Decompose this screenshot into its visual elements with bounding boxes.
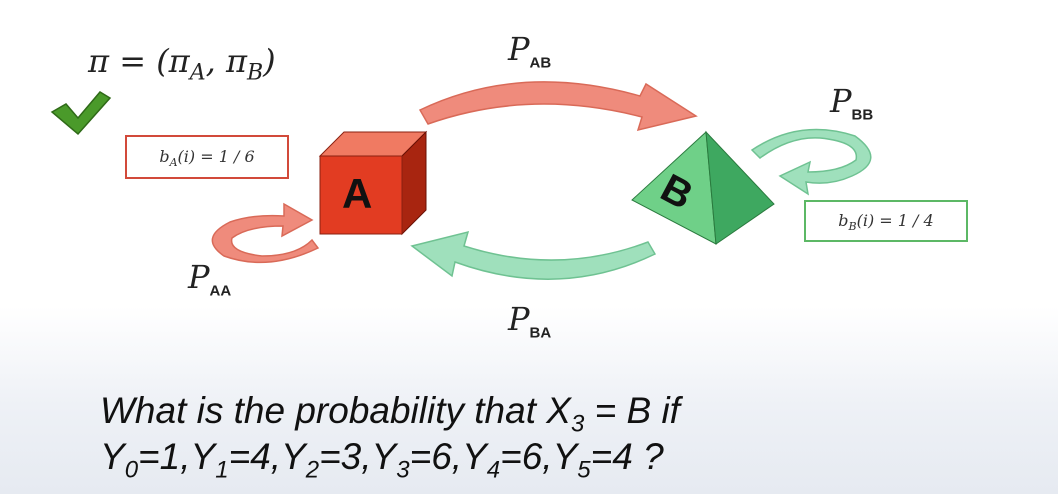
pi-a-symbol: π — [168, 42, 190, 80]
seq-sub: 4 — [486, 456, 501, 484]
seq-sub: 3 — [396, 456, 410, 484]
emission-b-value: (i) = 1 / 4 — [856, 211, 934, 230]
initial-distribution-formula: π = (πA, πB) — [88, 42, 276, 85]
transition-label-bb: PBB — [830, 82, 873, 123]
state-a-cube-icon — [318, 130, 428, 236]
transition-label-ab: PAB — [508, 30, 551, 71]
question-line1-post: = B if — [584, 390, 680, 431]
self-loop-arrow-bb — [750, 128, 872, 196]
seq-sub: 0 — [124, 456, 139, 484]
question-line1-pre: What is the probability that X — [100, 390, 571, 431]
seq-sub: 1 — [215, 456, 229, 484]
seq-val: =4, — [228, 436, 282, 477]
label-ba-sub: BA — [529, 324, 552, 342]
pi-b-symbol: π — [225, 42, 247, 80]
formula-comma: , — [205, 42, 226, 80]
transition-arrow-ab — [418, 81, 698, 132]
emission-a-value: (i) = 1 / 6 — [177, 147, 255, 166]
seq-var: Y — [371, 436, 397, 477]
check-mark-icon — [50, 91, 112, 136]
emission-b-subscript: B — [848, 220, 857, 234]
emission-prob-a: bA(i) = 1 / 6 — [125, 135, 289, 179]
label-bb-sub: BB — [851, 106, 874, 124]
question-line-2: Y0=1,Y1=4,Y2=3,Y3=6,Y4=6,Y5=4 ? — [100, 434, 1000, 484]
self-loop-arrow-aa — [211, 202, 320, 264]
emission-prob-b: bB(i) = 1 / 4 — [804, 200, 968, 242]
seq-val: =3, — [319, 436, 372, 477]
question-line-1: What is the probability that X3 = B if — [100, 388, 1000, 438]
label-bb-p: P — [830, 82, 852, 120]
seq-var: Y — [190, 436, 216, 477]
question-text: What is the probability that X3 = B if Y… — [100, 388, 1000, 484]
pi-symbol: π — [88, 42, 110, 80]
transition-label-aa: PAA — [188, 258, 231, 299]
seq-val: =6, — [500, 436, 553, 477]
seq-var: Y — [462, 436, 487, 477]
label-ba-p: P — [508, 300, 530, 338]
seq-sub: 2 — [305, 456, 320, 484]
state-a-letter: A — [342, 170, 373, 217]
transition-label-ba: PBA — [508, 300, 551, 341]
seq-var: Y — [100, 436, 125, 477]
seq-val: =1, — [138, 436, 191, 477]
question-line1-sub: 3 — [570, 410, 585, 438]
seq-var: Y — [552, 436, 578, 477]
seq-sub: 5 — [577, 456, 591, 484]
state-b-pyramid-icon — [631, 130, 775, 245]
emission-b-symbol: b — [838, 211, 849, 230]
seq-var: Y — [281, 436, 306, 477]
transition-arrow-ba — [410, 230, 657, 280]
pi-b-subscript: B — [246, 60, 264, 86]
label-aa-p: P — [188, 258, 210, 296]
label-ab-p: P — [508, 30, 530, 68]
emission-a-subscript: A — [169, 156, 178, 170]
emission-a-symbol: b — [159, 147, 170, 166]
label-ab-sub: AB — [529, 54, 552, 72]
seq-val: =4 ? — [590, 436, 664, 477]
pi-a-subscript: A — [189, 60, 206, 86]
formula-equals: = ( — [109, 42, 169, 80]
formula-close: ) — [263, 42, 276, 80]
label-aa-sub: AA — [209, 282, 232, 300]
seq-val: =6, — [409, 436, 463, 477]
